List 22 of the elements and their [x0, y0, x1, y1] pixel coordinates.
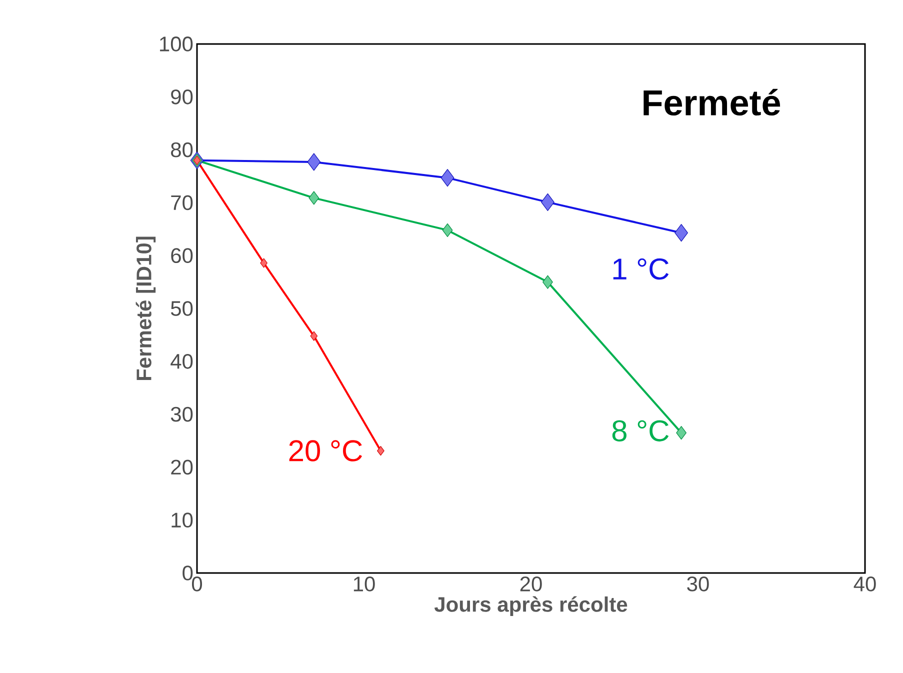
y-tick-label: 80	[171, 142, 193, 158]
y-tick-label: 90	[171, 89, 193, 104]
y-tick-label: 70	[171, 195, 193, 210]
y-tick-label: 20	[171, 460, 193, 475]
series-label: 20 °C	[289, 440, 362, 462]
series-label: 1 °C	[613, 258, 669, 280]
y-axis-title: Fermeté [ID10]	[136, 236, 156, 380]
y-tick-label: 0	[182, 566, 193, 580]
series-label: 8 °C	[612, 420, 669, 442]
x-tick-label: 30	[687, 576, 709, 592]
x-tick-label: 40	[854, 576, 876, 592]
x-axis-title: Jours après récolte	[434, 596, 628, 616]
x-tick-label: 10	[354, 576, 375, 592]
y-tick-label: 100	[160, 36, 193, 52]
x-tick-label: 0	[192, 576, 202, 592]
y-tick-label: 50	[170, 301, 193, 316]
y-tick-label: 60	[171, 248, 193, 264]
y-tick-label: 30	[170, 406, 193, 422]
text: Fermeté	[644, 88, 780, 116]
y-tick-label: 10	[172, 512, 193, 528]
y-tick-label: 40	[170, 354, 193, 369]
x-tick-label: 20	[520, 576, 542, 592]
